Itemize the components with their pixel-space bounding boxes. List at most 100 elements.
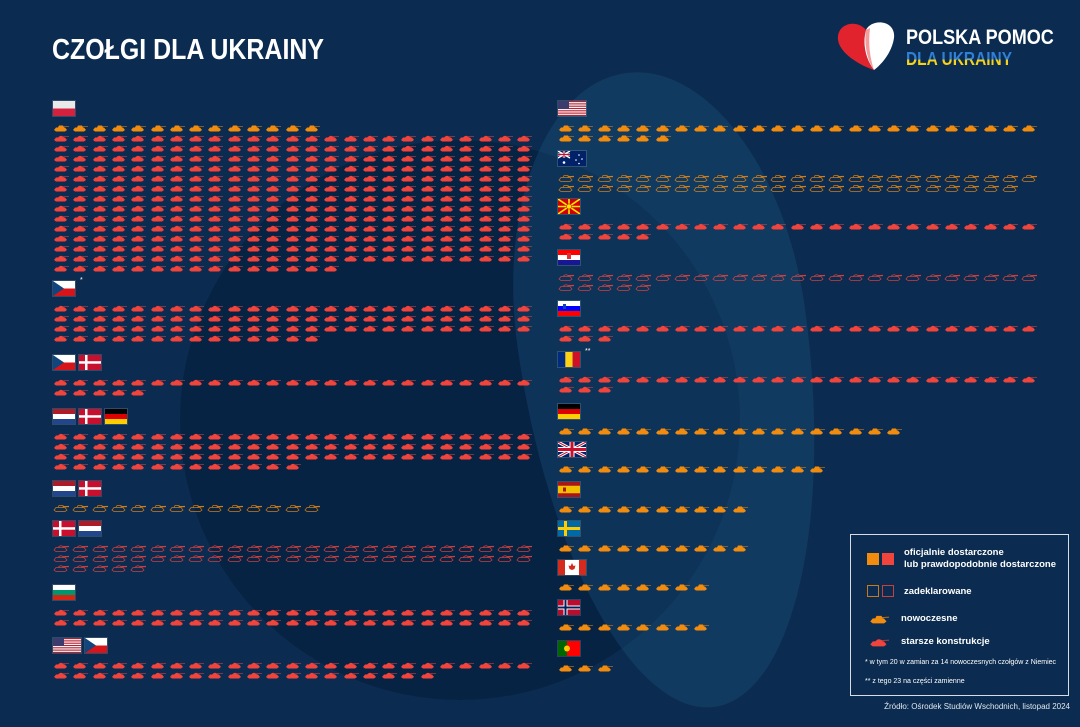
- older-tank-delivered-icon: [401, 619, 417, 626]
- flag-dk-icon: [79, 481, 101, 496]
- older-tank-declared-icon: [92, 555, 108, 562]
- older-tank-delivered-icon: [771, 325, 787, 332]
- older-tank-delivered-icon: [732, 376, 748, 383]
- older-tank-delivered-icon: [111, 453, 127, 460]
- modern-tank-delivered-icon: [771, 125, 787, 132]
- older-tank-delivered-icon: [382, 235, 398, 242]
- older-tank-delivered-icon: [208, 672, 224, 679]
- older-tank-delivered-icon: [131, 195, 147, 202]
- legend-swatch-delivered-older: [882, 553, 894, 565]
- older-tank-declared-icon: [285, 545, 301, 552]
- older-tank-delivered-icon: [420, 619, 436, 626]
- older-tank-delivered-icon: [247, 443, 262, 450]
- older-tank-delivered-icon: [150, 325, 166, 332]
- older-tank-declared-icon: [497, 545, 513, 552]
- older-tank-delivered-icon: [304, 609, 320, 616]
- older-tank-delivered-icon: [809, 325, 825, 332]
- older-tank-delivered-icon: [324, 205, 340, 212]
- older-tank-delivered-icon: [131, 215, 147, 222]
- older-tank-delivered-icon: [266, 443, 282, 450]
- older-tank-delivered-icon: [459, 609, 475, 616]
- older-tank-delivered-icon: [227, 235, 243, 242]
- older-tank-delivered-icon: [401, 175, 417, 182]
- flag-row: [558, 199, 580, 215]
- older-tank-declared-icon: [111, 555, 127, 562]
- modern-tank-declared-icon: [1021, 175, 1038, 182]
- modern-tank-delivered-icon: [636, 466, 652, 473]
- older-tank-delivered-icon: [285, 175, 301, 182]
- older-tank-delivered-icon: [497, 165, 513, 172]
- older-tank-delivered-icon: [459, 255, 475, 262]
- older-tank-delivered-icon: [478, 325, 494, 332]
- older-tank-delivered-icon: [420, 175, 436, 182]
- older-tank-delivered-icon: [73, 155, 89, 162]
- older-tank-delivered-icon: [92, 185, 108, 192]
- older-tank-delivered-icon: [150, 672, 166, 679]
- flag-no-icon: [558, 600, 580, 615]
- older-tank-delivered-icon: [208, 443, 224, 450]
- older-tank-delivered-icon: [382, 453, 398, 460]
- older-tank-delivered-icon: [478, 185, 494, 192]
- older-tank-delivered-icon: [362, 443, 378, 450]
- older-tank-delivered-icon: [73, 255, 89, 262]
- older-tank-delivered-icon: [304, 135, 320, 142]
- older-tank-delivered-icon: [54, 335, 69, 342]
- modern-tank-delivered-icon: [597, 584, 613, 591]
- flag-de-icon: [558, 404, 580, 419]
- older-tank-delivered-icon: [925, 325, 941, 332]
- older-tank-delivered-icon: [227, 225, 243, 232]
- flag-nl-icon: [53, 481, 75, 496]
- older-tank-declared-icon: [516, 545, 533, 552]
- older-tank-delivered-icon: [227, 185, 243, 192]
- older-tank-declared-icon: [1002, 274, 1018, 281]
- older-tank-declared-icon: [265, 545, 282, 552]
- older-tank-delivered-icon: [150, 619, 166, 626]
- older-tank-delivered-icon: [92, 225, 108, 232]
- flag-nl-icon: [79, 521, 101, 536]
- older-tank-delivered-icon: [343, 672, 359, 679]
- older-tank-delivered-icon: [459, 175, 475, 182]
- older-tank-delivered-icon: [362, 662, 378, 669]
- modern-tank-delivered-icon: [964, 125, 980, 132]
- older-tank-delivered-icon: [111, 672, 127, 679]
- older-tank-delivered-icon: [54, 619, 69, 626]
- older-tank-delivered-icon: [304, 619, 320, 626]
- older-tank-delivered-icon: [208, 619, 224, 626]
- older-tank-delivered-icon: [324, 265, 340, 272]
- older-tank-delivered-icon: [440, 443, 455, 450]
- older-tank-delivered-icon: [92, 463, 108, 470]
- older-tank-delivered-icon: [440, 175, 455, 182]
- modern-tank-declared-icon: [674, 175, 690, 182]
- older-tank-delivered-icon: [1022, 223, 1038, 230]
- older-tank-delivered-icon: [324, 379, 340, 386]
- older-tank-delivered-icon: [150, 463, 166, 470]
- older-tank-delivered-icon: [111, 335, 127, 342]
- older-tank-delivered-icon: [440, 205, 455, 212]
- older-tank-delivered-icon: [478, 195, 494, 202]
- modern-tank-delivered-icon: [655, 428, 671, 435]
- modern-tank-declared-icon: [712, 185, 729, 192]
- older-tank-delivered-icon: [343, 135, 359, 142]
- older-tank-delivered-icon: [54, 443, 69, 450]
- older-tank-delivered-icon: [324, 185, 340, 192]
- older-tank-delivered-icon: [517, 662, 533, 669]
- modern-tank-delivered-icon: [713, 466, 729, 473]
- older-tank-delivered-icon: [131, 265, 147, 272]
- older-tank-delivered-icon: [459, 325, 475, 332]
- older-tank-declared-icon: [867, 274, 883, 281]
- modern-tank-delivered-icon: [578, 624, 594, 631]
- older-tank-delivered-icon: [497, 195, 513, 202]
- older-tank-delivered-icon: [111, 325, 127, 332]
- footnote-1: * w tym 20 w zamian za 14 nowoczesnych c…: [865, 659, 1057, 666]
- older-tank-delivered-icon: [478, 235, 494, 242]
- older-tank-delivered-icon: [285, 165, 301, 172]
- older-tank-delivered-icon: [382, 155, 398, 162]
- source-note: Źródło: Ośrodek Studiów Wschodnich, list…: [884, 702, 1070, 711]
- older-tank-delivered-icon: [285, 619, 301, 626]
- older-tank-delivered-icon: [517, 195, 533, 202]
- flag-row: [558, 600, 580, 616]
- older-tank-delivered-icon: [578, 386, 594, 393]
- older-tank-delivered-icon: [111, 235, 127, 242]
- older-tank-delivered-icon: [189, 195, 205, 202]
- older-tank-delivered-icon: [440, 315, 455, 322]
